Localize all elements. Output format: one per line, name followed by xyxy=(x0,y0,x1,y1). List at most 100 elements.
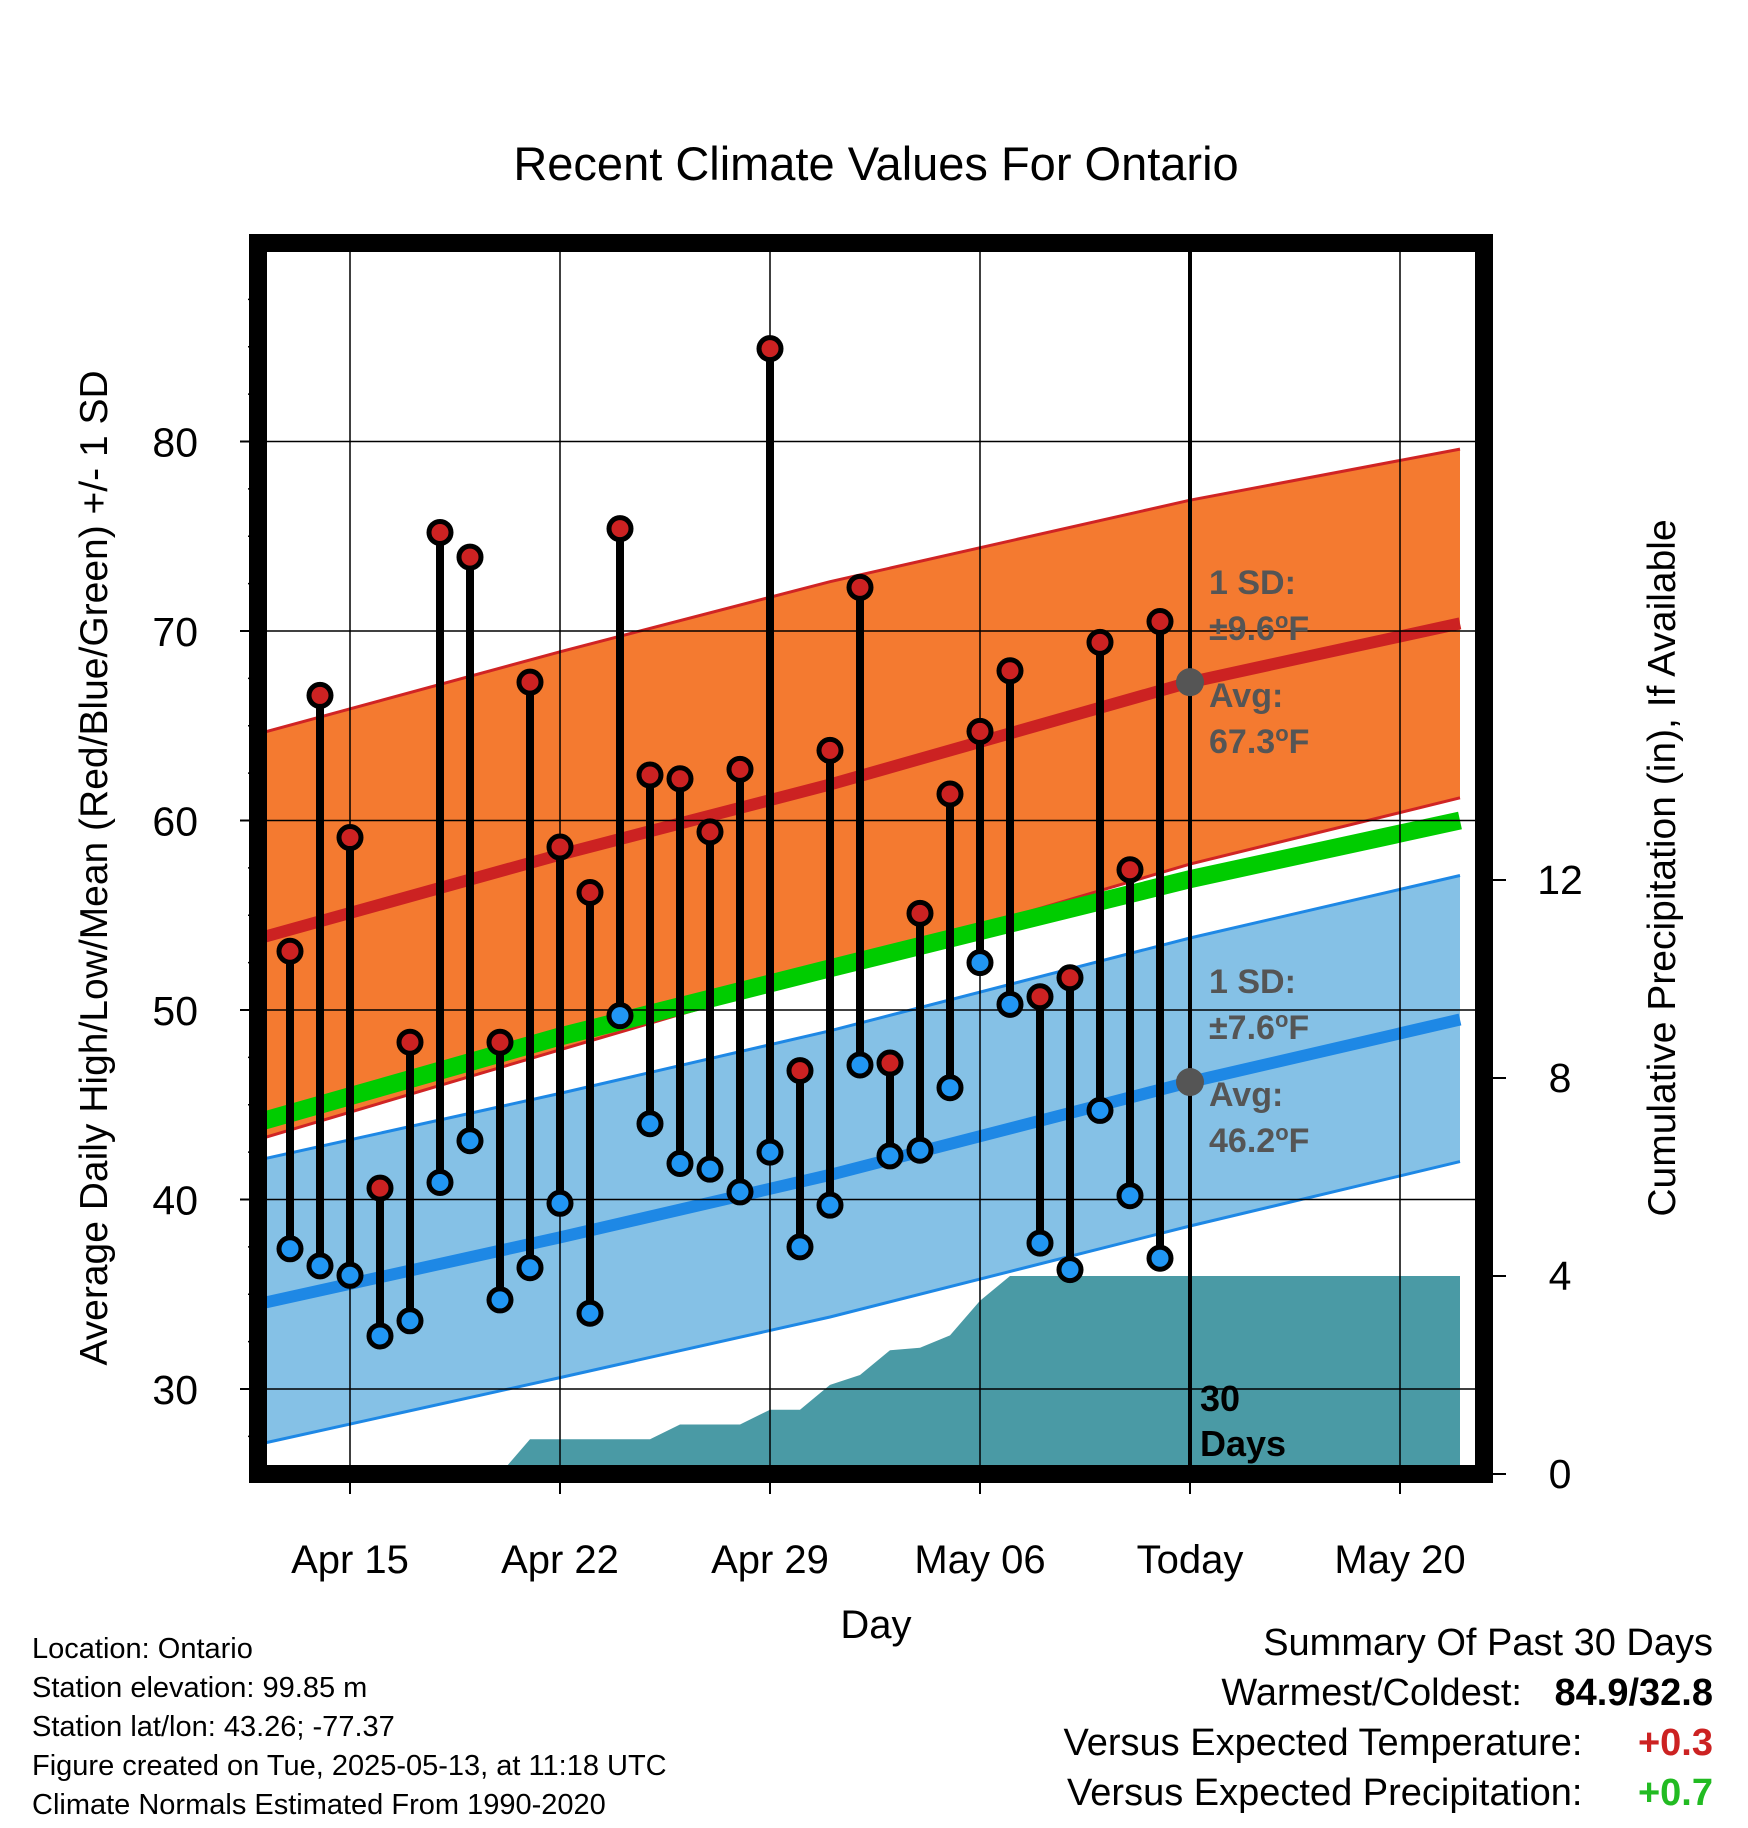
obs-high-point xyxy=(756,335,784,363)
summary-panel: Summary Of Past 30 Days Warmest/Coldest:… xyxy=(1064,1618,1713,1818)
obs-low-point xyxy=(936,1074,964,1102)
obs-high-point xyxy=(726,755,754,783)
obs-low-point xyxy=(1026,1229,1054,1257)
temp-label: Versus Expected Temperature: xyxy=(1063,1722,1583,1764)
days-label-line: Days xyxy=(1200,1423,1286,1464)
low-band-lower-edge xyxy=(259,1160,1461,1446)
obs-high-point xyxy=(876,1049,904,1077)
warmest-value: 84.9/32.8 xyxy=(1554,1672,1713,1714)
plot-frame xyxy=(249,234,1493,1483)
obs-low-point xyxy=(306,1252,334,1280)
high-sd-annotation-line: 1 SD: xyxy=(1209,564,1296,602)
elevation-text: Station elevation: 99.85 m xyxy=(32,1672,368,1704)
obs-low-point xyxy=(546,1189,574,1217)
obs-low-point xyxy=(396,1307,424,1335)
obs-low-point xyxy=(726,1178,754,1206)
obs-high-point xyxy=(696,818,724,846)
obs-high-point xyxy=(936,780,964,808)
obs-high-point xyxy=(1056,964,1084,992)
precip-value: +0.7 xyxy=(1637,1772,1713,1814)
y-tick-label: 80 xyxy=(152,420,198,466)
precip-label: Versus Expected Precipitation: xyxy=(1067,1772,1583,1814)
obs-low-point xyxy=(426,1168,454,1196)
obs-high-point xyxy=(426,518,454,546)
obs-high-point xyxy=(816,736,844,764)
obs-high-point xyxy=(636,761,664,789)
obs-high-point xyxy=(516,668,544,696)
obs-high-point xyxy=(1026,983,1054,1011)
obs-low-point xyxy=(1146,1244,1174,1272)
obs-low-point xyxy=(816,1191,844,1219)
obs-low-point xyxy=(1116,1182,1144,1210)
obs-low-point xyxy=(336,1261,364,1289)
high-avg-annotation-line: 67.3oF xyxy=(1209,721,1309,762)
summary-precip-row: Versus Expected Precipitation: +0.7 xyxy=(1064,1768,1713,1818)
obs-low-point xyxy=(996,990,1024,1018)
precipitation-area xyxy=(260,1276,1460,1474)
y-tick-label: 30 xyxy=(152,1367,198,1413)
obs-low-point xyxy=(966,949,994,977)
y2-axis-label: Cumulative Precipitation (in), If Availa… xyxy=(1641,519,1684,1216)
days-label-line: 30 xyxy=(1200,1378,1240,1419)
obs-high-point xyxy=(786,1057,814,1085)
summary-warmest-row: Warmest/Coldest: 84.9/32.8 xyxy=(1064,1668,1713,1718)
x-tick-label: May 20 xyxy=(1334,1538,1465,1582)
created-text: Figure created on Tue, 2025-05-13, at 11… xyxy=(32,1750,667,1782)
obs-high-point xyxy=(366,1174,394,1202)
y2-tick-label: 12 xyxy=(1537,857,1583,903)
obs-low-point xyxy=(696,1155,724,1183)
y-tick-label: 40 xyxy=(152,1178,198,1224)
low-sd-annotation-line: ±7.6oF xyxy=(1209,1007,1309,1048)
x-tick-label: Apr 22 xyxy=(501,1538,619,1582)
obs-high-point xyxy=(576,879,604,907)
station-info: Location: Ontario Station elevation: 99.… xyxy=(32,1630,667,1825)
obs-high-point xyxy=(1146,608,1174,636)
location-text: Location: Ontario xyxy=(32,1633,253,1665)
obs-low-point xyxy=(906,1136,934,1164)
obs-low-point xyxy=(636,1110,664,1138)
y-tick-label: 70 xyxy=(152,609,198,655)
obs-low-point xyxy=(486,1286,514,1314)
obs-high-point xyxy=(606,515,634,543)
x-tick-label: May 06 xyxy=(914,1538,1045,1582)
obs-low-point xyxy=(576,1299,604,1327)
y-tick-label: 60 xyxy=(152,799,198,845)
low-avg-annotation-line: Avg: xyxy=(1209,1076,1283,1114)
obs-high-point xyxy=(456,543,484,571)
obs-low-point xyxy=(786,1233,814,1261)
obs-low-point xyxy=(846,1051,874,1079)
obs-high-point xyxy=(906,899,934,927)
latlon-text: Station lat/lon: 43.26; -77.37 xyxy=(32,1711,395,1743)
obs-high-point xyxy=(966,717,994,745)
temp-value: +0.3 xyxy=(1637,1722,1713,1764)
obs-low-point xyxy=(366,1322,394,1350)
y-tick-label: 50 xyxy=(152,988,198,1034)
today-high-avg-marker xyxy=(1176,668,1204,697)
warmest-label: Warmest/Coldest: xyxy=(1221,1672,1522,1714)
x-tick-label: Apr 15 xyxy=(291,1538,409,1582)
low-avg-annotation-line: 46.2oF xyxy=(1209,1120,1309,1161)
high-sd-annotation-line: ±9.6oF xyxy=(1209,608,1309,649)
obs-high-point xyxy=(996,657,1024,685)
high-band-upper-edge xyxy=(259,447,1461,735)
plot-area: 1 SD: ±9.6oF Avg: 67.3oF 1 SD: ±7.6oF Avg: 46.2… xyxy=(152,234,1583,1582)
today-low-avg-marker xyxy=(1176,1068,1204,1097)
y-axis-label: Average Daily High/Low/Mean (Red/Blue/Gr… xyxy=(73,370,116,1365)
y2-tick-label: 0 xyxy=(1549,1451,1572,1497)
summary-temp-row: Versus Expected Temperature: +0.3 xyxy=(1064,1718,1713,1768)
obs-low-point xyxy=(666,1149,694,1177)
normals-text: Climate Normals Estimated From 1990-2020 xyxy=(32,1789,606,1821)
obs-low-point xyxy=(876,1142,904,1170)
high-avg-annotation-line: Avg: xyxy=(1209,677,1283,715)
x-tick-label: Today xyxy=(1137,1538,1244,1582)
obs-high-point xyxy=(546,833,574,861)
obs-high-point xyxy=(1116,856,1144,884)
obs-high-point xyxy=(486,1028,514,1056)
obs-high-point xyxy=(336,824,364,852)
obs-low-point xyxy=(606,1002,634,1030)
obs-high-point xyxy=(396,1028,424,1056)
obs-low-point xyxy=(516,1254,544,1282)
obs-low-point xyxy=(276,1235,304,1263)
x-tick-label: Apr 29 xyxy=(711,1538,829,1582)
